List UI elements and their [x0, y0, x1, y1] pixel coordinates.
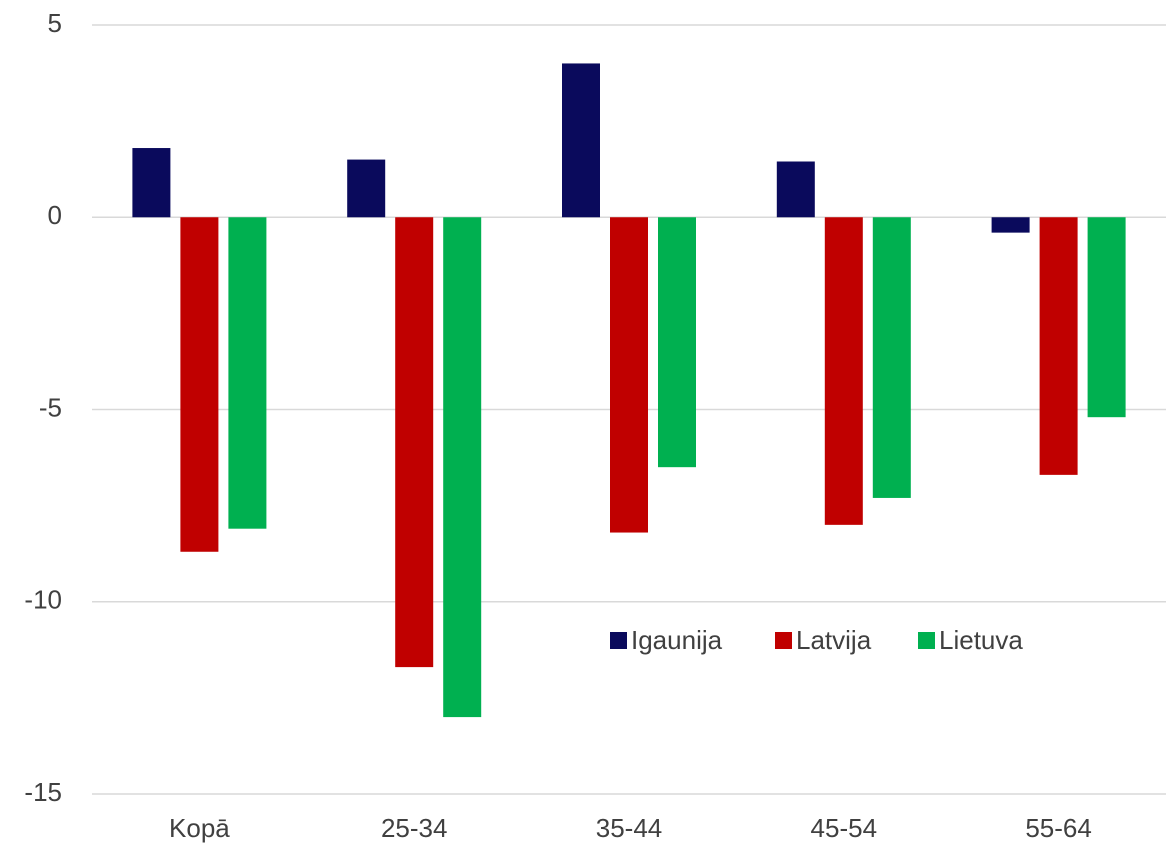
x-tick-label: 45-54 — [811, 813, 878, 843]
x-tick-label: 35-44 — [596, 813, 663, 843]
legend-label: Latvija — [796, 625, 872, 655]
legend-label: Igaunija — [631, 625, 723, 655]
y-tick-label: 0 — [48, 200, 62, 230]
y-tick-label: 5 — [48, 8, 62, 38]
bar — [228, 217, 267, 529]
bar — [824, 217, 863, 525]
bar — [776, 161, 815, 218]
x-tick-label: 25-34 — [381, 813, 448, 843]
legend-swatch — [775, 632, 792, 649]
bar — [395, 217, 434, 668]
bar — [658, 217, 696, 468]
y-tick-label: -15 — [24, 777, 62, 807]
x-tick-label: 55-64 — [1025, 813, 1092, 843]
bar — [347, 159, 386, 218]
bar — [180, 217, 219, 552]
bar — [132, 148, 171, 218]
bar — [872, 217, 911, 498]
y-tick-label: -5 — [39, 392, 62, 422]
bar — [562, 63, 600, 218]
legend-swatch — [918, 632, 935, 649]
bar — [1087, 217, 1126, 418]
bar — [991, 217, 1030, 233]
bar — [610, 217, 648, 533]
legend-label: Lietuva — [939, 625, 1023, 655]
x-tick-label: Kopā — [169, 813, 230, 843]
legend-swatch — [610, 632, 627, 649]
y-tick-label: -10 — [24, 585, 62, 615]
bar — [1039, 217, 1078, 475]
bar — [443, 217, 482, 718]
